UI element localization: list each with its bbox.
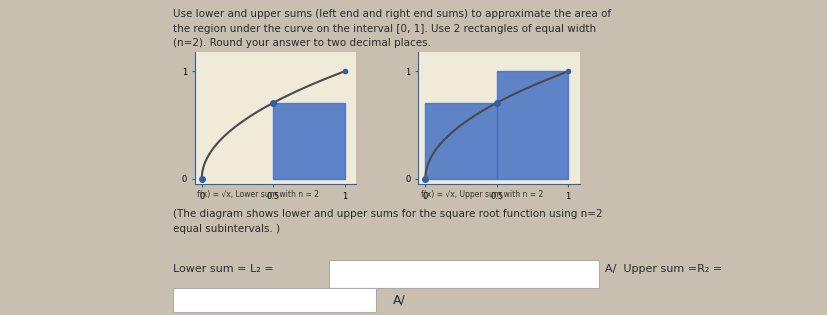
- Text: f(x) = √x, Lower sum with n = 2: f(x) = √x, Lower sum with n = 2: [197, 190, 318, 199]
- Text: f(x) = √x, Upper sum with n = 2: f(x) = √x, Upper sum with n = 2: [420, 190, 543, 199]
- FancyBboxPatch shape: [328, 260, 598, 288]
- Text: Lower sum = L₂ =: Lower sum = L₂ =: [173, 264, 274, 274]
- Text: A/  Upper sum =R₂ =: A/ Upper sum =R₂ =: [605, 264, 722, 274]
- Text: A/: A/: [392, 293, 405, 306]
- Text: (The diagram shows lower and upper sums for the square root function using n=2
e: (The diagram shows lower and upper sums …: [173, 209, 602, 234]
- Bar: [496, 71, 567, 179]
- FancyBboxPatch shape: [173, 288, 375, 312]
- Bar: [425, 103, 496, 179]
- Text: Use lower and upper sums (left end and right end sums) to approximate the area o: Use lower and upper sums (left end and r…: [173, 9, 611, 48]
- Bar: [273, 103, 344, 179]
